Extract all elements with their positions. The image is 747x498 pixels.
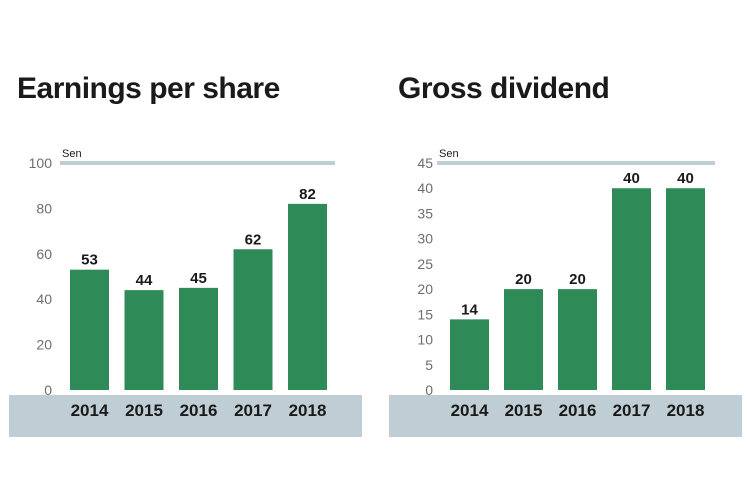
data-label: 40 <box>623 170 640 187</box>
x-tick-label: 2018 <box>667 401 705 420</box>
x-tick-label: 2017 <box>613 401 651 420</box>
data-label: 20 <box>515 271 532 288</box>
dividend-chart-panel: Gross dividend Sen 0 5 10 15 20 25 30 35 40 45 14 20… <box>380 0 747 498</box>
x-axis-band <box>389 395 742 437</box>
data-label: 40 <box>677 170 694 187</box>
y-tick-label: 100 <box>29 155 53 171</box>
unit-label: Sen <box>62 148 82 160</box>
bar-2014 <box>70 269 109 390</box>
x-axis-band <box>9 395 362 437</box>
unit-label: Sen <box>439 148 459 160</box>
x-tick-label: 2015 <box>505 401 543 420</box>
y-tick-label: 0 <box>425 382 433 398</box>
x-tick-label: 2016 <box>559 401 597 420</box>
y-tick-label: 40 <box>417 180 433 196</box>
data-label: 14 <box>461 301 478 318</box>
x-tick-label: 2014 <box>71 401 109 420</box>
dividend-chart-title: Gross dividend <box>398 72 610 105</box>
y-tick-label: 40 <box>36 291 52 307</box>
y-tick-label: 0 <box>44 382 52 398</box>
bar-2017 <box>233 249 273 390</box>
y-tick-label: 80 <box>36 200 52 216</box>
y-tick-label: 10 <box>417 332 433 348</box>
y-tick-label: 30 <box>417 231 433 247</box>
top-rule <box>60 161 335 165</box>
dividend-bar-chart: Sen 0 5 10 15 20 25 30 35 40 45 14 2014 20 2015 20 2016 4… <box>389 148 742 437</box>
data-label: 62 <box>245 231 262 248</box>
x-tick-label: 2015 <box>125 401 163 420</box>
bar-2015 <box>124 290 164 390</box>
y-tick-label: 25 <box>417 256 433 272</box>
bar-2014 <box>450 319 489 390</box>
y-tick-label: 20 <box>417 281 433 297</box>
data-label: 44 <box>136 272 153 289</box>
data-label: 45 <box>190 270 207 287</box>
data-label: 82 <box>299 186 316 203</box>
x-tick-label: 2018 <box>289 401 327 420</box>
bar-2018 <box>288 203 327 390</box>
x-tick-label: 2017 <box>234 401 272 420</box>
bar-2015 <box>504 289 543 390</box>
bar-2017 <box>612 188 651 390</box>
eps-bar-chart: Sen 0 20 40 60 80 100 53 2014 44 2015 45 2016 62 2017 8… <box>9 148 362 437</box>
data-label: 20 <box>569 271 586 288</box>
bar-2016 <box>179 287 218 390</box>
y-tick-label: 15 <box>417 306 433 322</box>
y-tick-label: 45 <box>417 155 433 171</box>
y-tick-label: 60 <box>36 246 52 262</box>
y-tick-label: 20 <box>36 337 52 353</box>
data-label: 53 <box>81 252 98 269</box>
eps-chart-title: Earnings per share <box>17 72 280 105</box>
eps-chart-panel: Earnings per share Sen 0 20 40 60 80 100 53 2014… <box>0 0 373 498</box>
bar-2016 <box>558 289 597 390</box>
y-tick-label: 35 <box>417 205 433 221</box>
y-tick-label: 5 <box>425 357 433 373</box>
top-rule <box>437 161 715 165</box>
bar-2018 <box>666 188 705 390</box>
x-tick-label: 2014 <box>451 401 489 420</box>
x-tick-label: 2016 <box>180 401 218 420</box>
